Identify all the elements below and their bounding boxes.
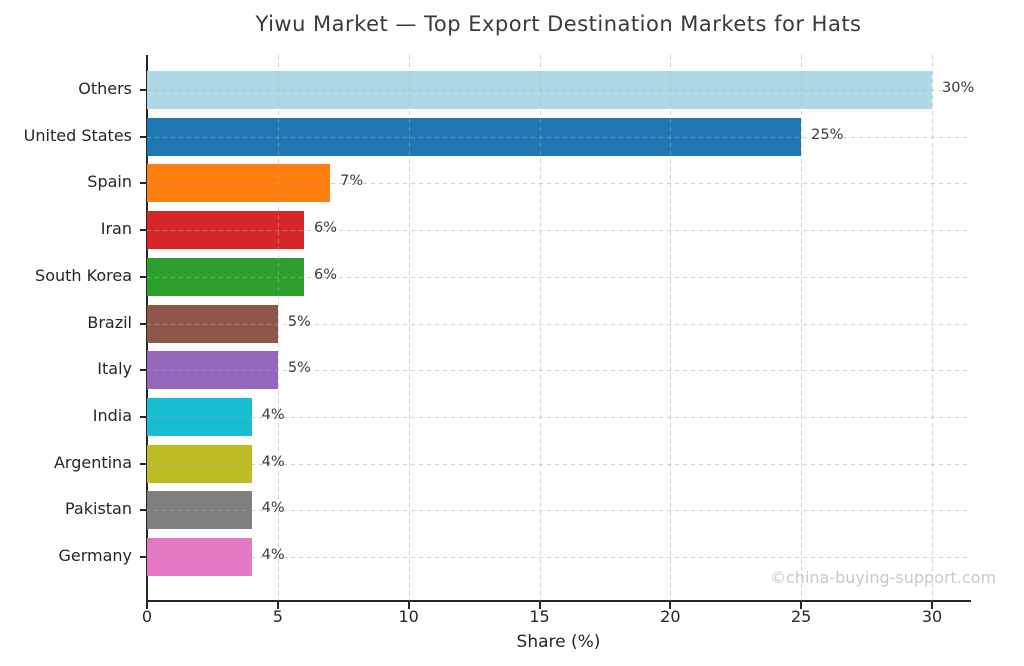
value-label: 25% — [811, 126, 844, 143]
x-axis-tick — [276, 602, 279, 609]
gridline-horizontal — [147, 323, 970, 325]
x-axis-title: Share (%) — [516, 632, 601, 652]
category-label: Germany — [58, 546, 132, 565]
gridline-horizontal — [147, 230, 970, 232]
category-label: Italy — [97, 359, 132, 379]
category-label: South Korea — [35, 265, 132, 285]
gridline-vertical — [408, 55, 410, 601]
watermark: ©china-buying-support.com — [770, 568, 997, 587]
y-axis-tick — [140, 275, 147, 278]
gridline-horizontal — [147, 557, 970, 558]
y-axis-tick — [140, 369, 147, 372]
y-axis-tick — [140, 322, 147, 325]
gridline-horizontal — [147, 90, 970, 91]
x-axis-tick — [800, 602, 803, 609]
category-label: Pakistan — [65, 499, 132, 519]
value-label: 6% — [314, 220, 338, 237]
gridline-horizontal — [147, 416, 970, 418]
y-axis-tick — [140, 89, 147, 91]
category-label: Spain — [87, 172, 132, 192]
category-label: India — [92, 405, 132, 425]
value-label: 4% — [261, 453, 285, 470]
y-axis-tick — [140, 462, 147, 465]
x-axis-tick — [538, 602, 541, 609]
x-axis-spine — [146, 600, 971, 602]
value-label: 4% — [261, 547, 285, 563]
y-axis-tick — [140, 135, 147, 138]
gridline-horizontal — [147, 463, 970, 465]
x-axis-tick — [669, 602, 672, 609]
category-label: Others — [78, 79, 132, 98]
value-label: 6% — [314, 266, 338, 283]
gridline-horizontal — [147, 276, 970, 278]
gridline-vertical — [277, 55, 279, 601]
y-axis-tick — [140, 509, 147, 512]
x-axis-tick — [146, 602, 148, 609]
x-tick-label: 25 — [790, 607, 812, 626]
x-tick-label: 20 — [660, 607, 681, 626]
x-tick-label: 30 — [921, 607, 943, 626]
value-label: 7% — [340, 173, 364, 190]
value-label: 5% — [287, 313, 311, 330]
x-tick-label: 5 — [272, 607, 283, 626]
category-label: Brazil — [87, 312, 132, 332]
value-label: 5% — [287, 360, 311, 377]
y-axis-tick — [140, 182, 147, 185]
x-tick-label: 10 — [398, 607, 419, 626]
category-label: Iran — [100, 219, 132, 239]
value-label: 4% — [261, 500, 285, 517]
gridline-vertical — [670, 55, 672, 601]
gridline-vertical — [539, 55, 541, 601]
gridline-horizontal — [147, 510, 970, 512]
category-label: United States — [23, 125, 132, 145]
x-axis-tick — [407, 602, 410, 609]
y-axis-tick — [140, 229, 147, 232]
x-tick-label: 0 — [141, 607, 153, 626]
gridline-horizontal — [147, 370, 970, 372]
gridline-vertical — [801, 55, 803, 601]
gridline-vertical — [932, 55, 933, 601]
chart-title: Yiwu Market — Top Export Destination Mar… — [255, 12, 862, 36]
y-axis-tick — [140, 556, 147, 558]
value-label: 30% — [942, 80, 975, 96]
x-axis-tick — [931, 602, 933, 609]
y-axis-tick — [140, 415, 147, 418]
gridline-horizontal — [147, 136, 970, 138]
category-label: Argentina — [53, 452, 132, 472]
gridline-horizontal — [147, 183, 970, 185]
value-label: 4% — [261, 406, 285, 423]
x-tick-label: 15 — [529, 607, 550, 626]
